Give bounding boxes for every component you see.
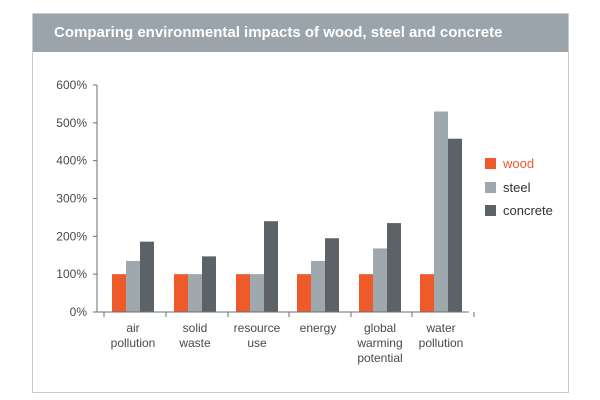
- bar-steel: [250, 274, 264, 312]
- bar-steel: [373, 248, 387, 312]
- bar-steel: [188, 274, 202, 312]
- legend-swatch-steel: [485, 182, 496, 193]
- bar-steel: [434, 111, 448, 312]
- y-tick-label: 100%: [56, 267, 87, 281]
- y-tick-label: 300%: [56, 192, 87, 206]
- x-category-label: use: [247, 336, 267, 350]
- x-category-label: global: [364, 321, 396, 335]
- x-category-label: water: [425, 321, 455, 335]
- y-tick-label: 0%: [70, 305, 88, 319]
- x-category-label: potential: [357, 351, 402, 365]
- bar-concrete: [140, 241, 154, 312]
- bar-wood: [112, 274, 126, 312]
- y-tick-label: 400%: [56, 154, 87, 168]
- bar-wood: [297, 274, 311, 312]
- bar-wood: [359, 274, 373, 312]
- legend-label-steel: steel: [503, 180, 531, 195]
- x-category-label: solid: [183, 321, 208, 335]
- x-category-label: warming: [356, 336, 402, 350]
- x-category-label: air: [126, 321, 139, 335]
- chart-title: Comparing environmental impacts of wood,…: [54, 24, 503, 41]
- x-category-label: waste: [178, 336, 211, 350]
- x-category-label: resource: [234, 321, 281, 335]
- bar-wood: [236, 274, 250, 312]
- chart-panel: Comparing environmental impacts of wood,…: [32, 13, 569, 393]
- bar-concrete: [264, 221, 278, 312]
- bar-wood: [174, 274, 188, 312]
- bar-concrete: [448, 138, 462, 312]
- y-tick-label: 200%: [56, 229, 87, 243]
- x-category-label: energy: [300, 321, 337, 335]
- y-tick-label: 600%: [56, 78, 87, 92]
- chart-title-bar: Comparing environmental impacts of wood,…: [33, 14, 568, 52]
- bar-steel: [126, 260, 140, 312]
- bar-concrete: [202, 256, 216, 312]
- bar-wood: [420, 274, 434, 312]
- bar-steel: [311, 260, 325, 312]
- legend-swatch-wood: [485, 158, 496, 169]
- bar-concrete: [325, 238, 339, 312]
- y-tick-label: 500%: [56, 116, 87, 130]
- bar-concrete: [387, 223, 401, 312]
- x-category-label: pollution: [419, 336, 464, 350]
- legend-label-concrete: concrete: [503, 203, 553, 218]
- x-category-label: pollution: [111, 336, 156, 350]
- legend-swatch-concrete: [485, 205, 496, 216]
- legend-label-wood: wood: [502, 156, 534, 171]
